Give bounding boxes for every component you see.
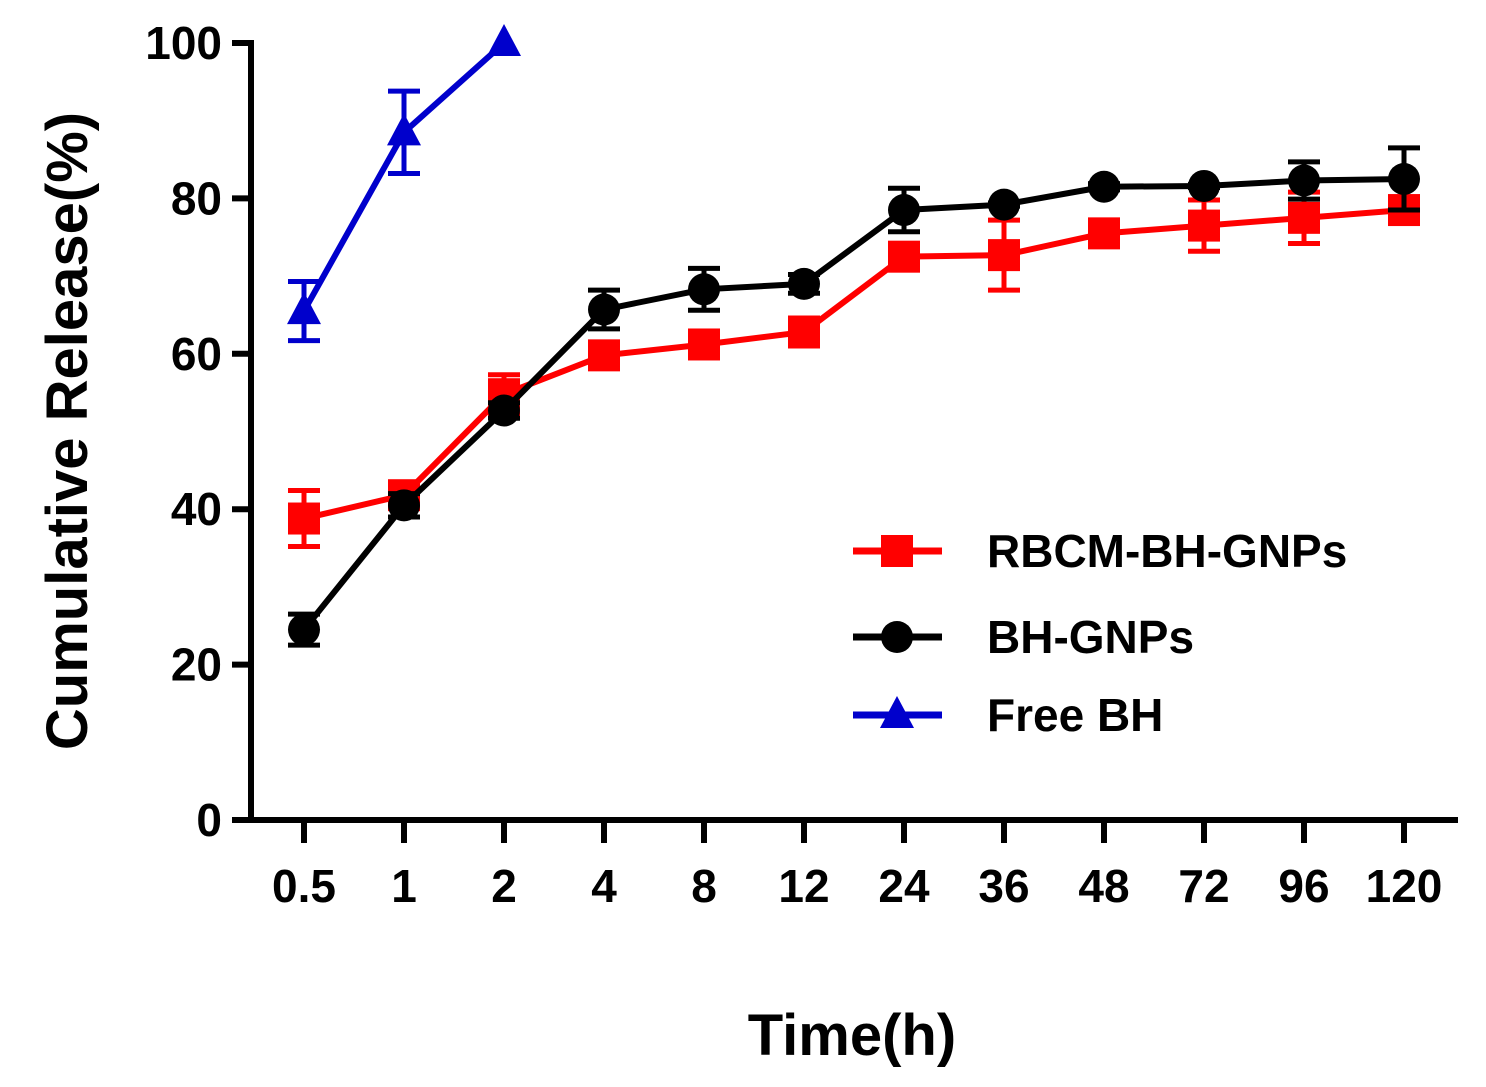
legend-item-free-bh: Free BH [853, 689, 1163, 741]
legend-label-bh-gnps: BH-GNPs [987, 611, 1194, 663]
x-tick-label-72: 72 [1178, 860, 1229, 912]
x-tick-label-24: 24 [878, 860, 930, 912]
point-rbcm-bh-gnps-12 [788, 316, 820, 349]
y-tick-label-60: 60 [171, 328, 222, 380]
point-bh-gnps-1 [388, 489, 420, 522]
point-rbcm-bh-gnps-36 [988, 239, 1020, 272]
point-free-bh-0.5 [287, 292, 321, 325]
y-tick-label-80: 80 [171, 172, 222, 224]
legend-marker-rbcm-bh-gnps [881, 535, 913, 567]
point-bh-gnps-4 [588, 293, 620, 326]
x-tick-label-96: 96 [1278, 860, 1329, 912]
point-bh-gnps-72 [1188, 169, 1220, 202]
point-bh-gnps-12 [788, 267, 820, 300]
x-tick-label-120: 120 [1366, 860, 1443, 912]
x-tick-label-0.5: 0.5 [272, 860, 336, 912]
point-rbcm-bh-gnps-8 [688, 328, 720, 361]
series-line-bh-gnps [301, 175, 1405, 632]
point-rbcm-bh-gnps-4 [588, 339, 620, 372]
y-tick-label-20: 20 [171, 639, 222, 691]
series-rbcm-bh-gnps [288, 189, 1420, 549]
legend-label-rbcm-bh-gnps: RBCM-BH-GNPs [987, 525, 1347, 577]
axes [232, 40, 1458, 823]
x-tick-label-1: 1 [391, 860, 417, 912]
series-bh-gnps [288, 145, 1420, 648]
x-tick-label-48: 48 [1078, 860, 1129, 912]
point-bh-gnps-48 [1088, 170, 1120, 203]
point-rbcm-bh-gnps-0.5 [288, 502, 320, 535]
x-ticks: 0.5 1 2 4 8 12 24 36 48 72 96 120 [272, 820, 1442, 912]
series-layer [287, 24, 1420, 648]
point-bh-gnps-96 [1288, 164, 1320, 197]
point-bh-gnps-120 [1388, 162, 1420, 195]
point-bh-gnps-36 [988, 188, 1020, 221]
point-rbcm-bh-gnps-72 [1188, 209, 1220, 242]
legend-label-free-bh: Free BH [987, 689, 1163, 741]
point-bh-gnps-8 [688, 273, 720, 306]
point-free-bh-2 [487, 24, 521, 56]
x-axis-title: Time(h) [748, 1003, 956, 1068]
y-ticks: 0 20 40 60 80 100 [145, 17, 251, 846]
x-tick-label-12: 12 [778, 860, 829, 912]
point-rbcm-bh-gnps-48 [1088, 217, 1120, 250]
y-tick-label-100: 100 [145, 17, 222, 69]
point-rbcm-bh-gnps-96 [1288, 201, 1320, 234]
series-line-free-bh [301, 40, 506, 313]
series-line-rbcm-bh-gnps [303, 207, 1405, 522]
y-tick-label-40: 40 [171, 483, 222, 535]
point-bh-gnps-0.5 [288, 613, 320, 646]
legend-marker-bh-gnps [881, 621, 913, 653]
x-tick-label-36: 36 [978, 860, 1029, 912]
legend-item-bh-gnps: BH-GNPs [853, 611, 1194, 663]
legend: RBCM-BH-GNPs BH-GNPs Free BH [853, 525, 1347, 741]
point-bh-gnps-24 [888, 194, 920, 227]
x-tick-label-8: 8 [691, 860, 717, 912]
y-tick-label-0: 0 [196, 794, 222, 846]
legend-item-rbcm-bh-gnps: RBCM-BH-GNPs [853, 525, 1347, 577]
y-axis-title: Cumulative Release(%) [35, 112, 100, 750]
point-free-bh-1 [387, 113, 421, 146]
series-free-bh [287, 24, 521, 344]
x-tick-label-4: 4 [591, 860, 617, 912]
x-tick-label-2: 2 [491, 860, 517, 912]
legend-marker-free-bh [880, 696, 914, 728]
point-rbcm-bh-gnps-24 [888, 240, 920, 273]
point-bh-gnps-2 [488, 394, 520, 427]
